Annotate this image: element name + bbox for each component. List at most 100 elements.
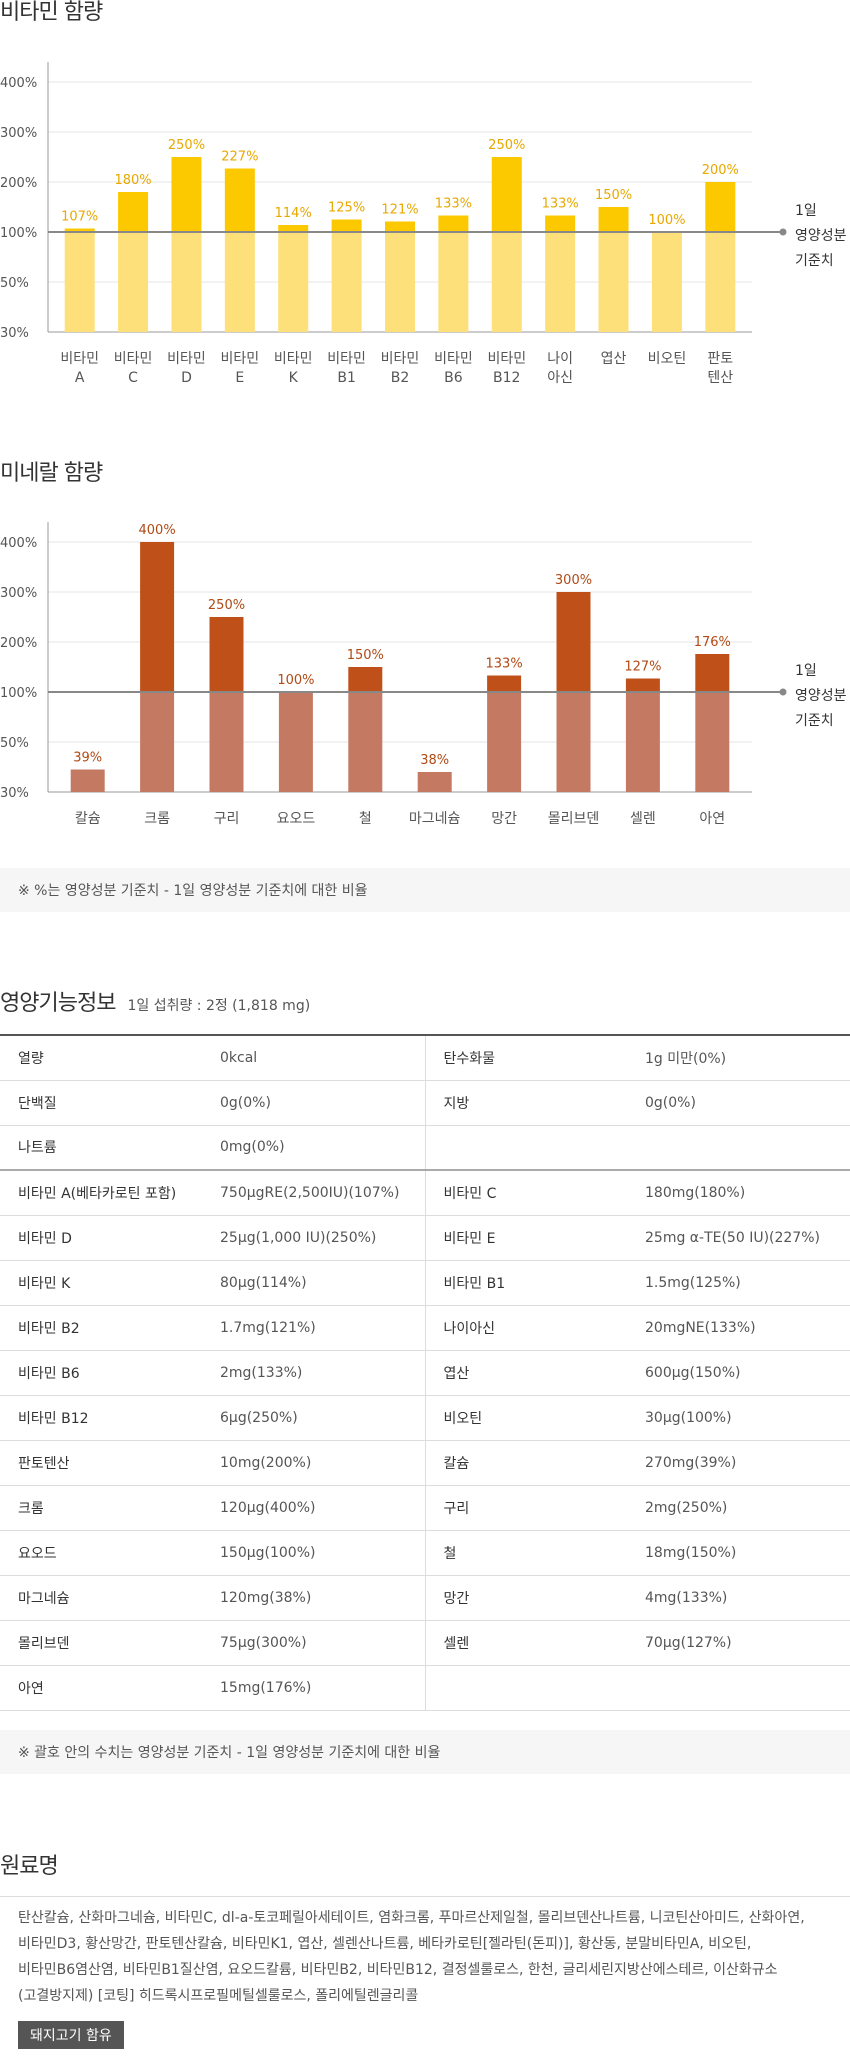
bar [278,692,313,792]
table-row: 단백질 0g(0%) 지방 0g(0%) [0,1080,850,1126]
nutrient-name: 비타민 A(베타카로틴 포함) [0,1170,202,1216]
ingredients-title: 원료명 [0,1854,59,1879]
x-category-label: 아신 [547,370,573,386]
x-category-label: 철 [359,811,372,827]
bar-over [545,215,576,232]
bar-value-label: 38% [420,753,449,768]
y-tick-label: 400% [0,76,37,91]
x-category-label: 비타민 [167,351,206,367]
nutrient-name: 비타민 K [0,1260,202,1306]
nutrient-name: 나이아신 [424,1305,627,1351]
y-tick-label: 50% [0,276,29,291]
table-row: 비타민 D 25μg(1,000 IU)(250%) 비타민 E 25mg α-TE(… [0,1215,850,1261]
x-category-label: 비타민 [327,351,366,367]
y-tick-label: 400% [0,536,37,551]
y-tick-label: 50% [0,736,29,751]
x-category-label: 크롬 [144,811,170,827]
x-category-label: 비타민 [221,351,260,367]
nutrient-value: 0g(0%) [202,1080,425,1126]
nutrient-value: 1.5mg(125%) [627,1260,850,1306]
y-tick-label: 200% [0,636,37,651]
reference-label: 1일 [795,203,817,219]
nutrient-value [627,1665,850,1711]
table-row: 비타민 B12 6μg(250%) 비오틴 30μg(100%) [0,1395,850,1441]
y-tick-label: 30% [0,786,29,801]
bar-base [140,692,175,792]
nutrient-value [627,1125,850,1171]
bar-value-label: 127% [624,660,661,675]
nutrient-name: 비타민 B2 [0,1305,202,1351]
bar-value-label: 200% [702,163,739,178]
x-category-label: 셀렌 [630,811,656,827]
nutrient-value: 6μg(250%) [202,1395,425,1441]
table-row: 비타민 K 80μg(114%) 비타민 B1 1.5mg(125%) [0,1260,850,1306]
x-category-label: 텐산 [707,370,733,386]
nutrient-value: 0kcal [202,1035,425,1081]
bar-value-label: 133% [486,657,523,672]
table-row: 열량 0kcal 탄수화물 1g 미만(0%) [0,1035,850,1081]
nutrient-value: 750μgRE(2,500IU)(107%) [202,1170,425,1216]
allergen-badge: 돼지고기 함유 [18,2021,124,2049]
nutrition-table: 열량 0kcal 탄수화물 1g 미만(0%) 단백질 0g(0%) 지방 0g(0%) 나트륨… [0,1034,850,1711]
divider [0,1896,850,1897]
bar-over [487,675,522,692]
bar-over [64,228,95,232]
bar-base [625,692,660,792]
bar-over [331,219,362,232]
y-tick-label: 100% [0,226,37,241]
reference-dot [779,688,787,696]
nutrient-name: 비타민 E [424,1215,627,1261]
bar-value-label: 114% [275,206,312,221]
x-category-label: 몰리브덴 [548,811,600,827]
x-category-label: 나이 [547,351,573,367]
table-row: 비타민 B2 1.7mg(121%) 나이아신 20mgNE(133%) [0,1305,850,1351]
nutrient-name: 비타민 C [424,1170,627,1216]
bar-base [438,232,469,332]
bar-over [348,667,383,692]
nutrient-value: 180mg(180%) [627,1170,850,1216]
percent-note: ※ %는 영양성분 기준치 - 1일 영양성분 기준치에 대한 비율 [0,868,850,912]
table-row: 몰리브덴 75μg(300%) 셀렌 70μg(127%) [0,1620,850,1666]
bar [651,232,682,332]
nutrient-name [424,1125,627,1171]
bar-over [278,225,309,232]
x-category-label: 비타민 [60,351,99,367]
bar-value-label: 107% [61,210,98,225]
bar-value-label: 227% [221,150,258,165]
bar-base [171,232,202,332]
nutrient-name: 구리 [424,1485,627,1531]
nutrient-value: 80μg(114%) [202,1260,425,1306]
bar-value-label: 176% [694,635,731,650]
y-tick-label: 300% [0,126,37,141]
bar-over [491,157,522,232]
bar-base [348,692,383,792]
bar-base [695,692,730,792]
mineral-chart: 400% 300% 200% 100% 50% 30% 39% 칼슘 400% 크롬 250% 구리 1… [0,522,847,827]
bar-over [171,157,202,232]
nutrient-value: 2mg(250%) [627,1485,850,1531]
bar-value-label: 150% [595,188,632,203]
table-row: 나트륨 0mg(0%) [0,1125,850,1171]
nutrient-value: 0mg(0%) [202,1125,425,1171]
nutrient-name: 비타민 B6 [0,1350,202,1396]
x-category-label: B12 [493,370,520,386]
nutrient-value: 4mg(133%) [627,1575,850,1621]
x-category-label: 판토 [707,351,733,367]
x-category-label: E [235,370,244,386]
x-category-label: B6 [444,370,463,386]
nutrient-name [424,1665,627,1711]
nutrient-value: 30μg(100%) [627,1395,850,1441]
bar-value-label: 250% [168,138,205,153]
nutrition-title: 영양기능정보 [0,991,116,1016]
nutrient-value: 600μg(150%) [627,1350,850,1396]
bar-over [625,678,660,692]
table-row: 크롬 120μg(400%) 구리 2mg(250%) [0,1485,850,1531]
bar-value-label: 100% [277,673,314,688]
bar-value-label: 100% [648,213,685,228]
nutrition-note: ※ 괄호 안의 수치는 영양성분 기준치 - 1일 영양성분 기준치에 대한 비… [0,1730,850,1774]
ingredients-text: 탄산칼슘, 산화마그네슘, 비타민C, dl-a-토코페릴아세테이트, 염화크롬… [18,1910,805,2004]
bar-value-label: 250% [488,138,525,153]
bar-over [598,207,629,232]
x-category-label: A [75,370,85,386]
bar-base [598,232,629,332]
